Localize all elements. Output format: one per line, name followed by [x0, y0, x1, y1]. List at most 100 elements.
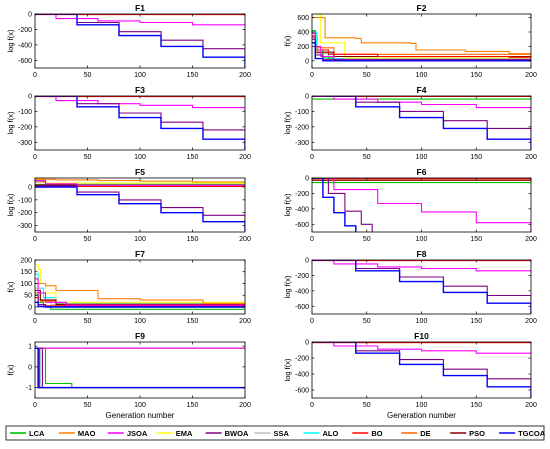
x-tick-label: 100 [416, 72, 428, 79]
x-tick-label: 100 [134, 402, 146, 409]
series-group [35, 178, 245, 231]
x-tick-label: 50 [84, 236, 92, 243]
y-tick-label: 50 [24, 293, 32, 300]
y-tick-label: 400 [297, 30, 309, 37]
x-tick-label: 200 [525, 236, 537, 243]
x-tick-label: 50 [363, 236, 371, 243]
y-tick-label: -600 [18, 58, 32, 65]
chart-panel-f3: 0 50 100 150 200 -300 -200 -100 0 F3 log f(x) [6, 85, 251, 161]
x-tick-label: 0 [310, 72, 314, 79]
series-line-jsoa [312, 342, 531, 355]
series-line-jsoa [35, 278, 245, 306]
y-tick-label: -300 [295, 140, 309, 147]
y-axis-label: log f(x) [6, 193, 15, 216]
plot-area [35, 342, 245, 398]
y-tick-label: 0 [305, 340, 309, 347]
series-line-tgcoa [35, 96, 245, 150]
y-tick-label: 1 [28, 344, 32, 351]
series-group [35, 264, 245, 310]
y-tick-label: 100 [20, 281, 32, 288]
chart-panel-f10: 0 50 100 150 200 -600 -400 -200 0 F10 log f(x) Gene… [283, 331, 537, 420]
chart-panel-f6: 0 50 100 150 200 -600 -400 -200 0 F6 log f(x) [283, 167, 537, 243]
legend-label-de: DE [420, 429, 430, 438]
x-tick-label: 150 [187, 236, 199, 243]
legend-label-pso: PSO [469, 429, 485, 438]
x-tick-label: 150 [187, 318, 199, 325]
series-line-tgcoa [312, 96, 531, 149]
x-tick-label: 0 [33, 402, 37, 409]
series-line-tgcoa [312, 178, 357, 232]
x-tick-label: 0 [33, 236, 37, 243]
x-tick-label: 150 [470, 154, 482, 161]
panel-title: F6 [417, 167, 427, 177]
series-line-jsoa [35, 96, 245, 111]
y-tick-label: -400 [295, 288, 309, 295]
panel-title: F4 [417, 85, 427, 95]
x-tick-label: 100 [416, 236, 428, 243]
y-tick-label: -200 [295, 124, 309, 131]
series-line-tgcoa [35, 186, 245, 231]
y-axis-label: f(x) [6, 281, 15, 292]
y-axis-label: f(x) [6, 364, 15, 375]
x-tick-label: 200 [239, 236, 251, 243]
series-line-jsoa [312, 260, 531, 273]
series-line-pso [35, 289, 245, 306]
y-tick-label: -200 [18, 27, 32, 34]
legend-label-ema: EMA [176, 429, 193, 438]
legend-label-tgcoa: TGCOA [518, 429, 546, 438]
y-axis-label: log f(x) [283, 111, 292, 134]
x-tick-label: 50 [363, 72, 371, 79]
x-tick-label: 100 [134, 154, 146, 161]
x-tick-label: 0 [33, 72, 37, 79]
x-tick-label: 150 [187, 402, 199, 409]
y-tick-label: -400 [18, 42, 32, 49]
legend-label-mao: MAO [78, 429, 96, 438]
x-tick-label: 200 [525, 154, 537, 161]
y-tick-label: -1 [26, 385, 32, 392]
legend-label-alo: ALO [322, 429, 338, 438]
panel-title: F1 [135, 3, 145, 13]
x-tick-label: 200 [239, 318, 251, 325]
x-tick-label: 50 [363, 154, 371, 161]
y-tick-label: -600 [295, 222, 309, 229]
series-line-jsoa [35, 180, 245, 186]
y-tick-label: -600 [295, 304, 309, 311]
y-tick-label: -100 [295, 109, 309, 116]
y-tick-label: 0 [305, 176, 309, 183]
x-tick-label: 200 [239, 402, 251, 409]
panel-title: F10 [414, 331, 429, 341]
x-tick-label: 150 [470, 236, 482, 243]
chart-panel-f8: 0 50 100 150 200 -600 -400 -200 0 F8 log f(x) [283, 249, 537, 325]
y-tick-label: 0 [28, 12, 32, 19]
y-tick-label: 0 [28, 304, 32, 311]
y-axis-label: log f(x) [283, 193, 292, 216]
y-axis-label: log f(x) [283, 358, 292, 381]
y-tick-label: 0 [28, 364, 32, 371]
y-axis-label: log f(x) [283, 275, 292, 298]
series-line-tgcoa [35, 301, 245, 308]
series-line-tgcoa [312, 260, 531, 314]
legend-label-lca: LCA [29, 429, 45, 438]
series-line-mao [312, 17, 531, 55]
series-line-jsoa [312, 96, 531, 111]
x-tick-label: 0 [310, 402, 314, 409]
legend-label-ssa: SSA [274, 429, 290, 438]
legend: LCA MAO JSOA EMA BWOA SSA ALO BO DE PSO TGCOA [5, 425, 546, 441]
y-axis-label: f(x) [283, 35, 292, 46]
x-tick-label: 50 [363, 402, 371, 409]
panel-title: F3 [135, 85, 145, 95]
y-tick-label: -100 [18, 109, 32, 116]
x-tick-label: 100 [416, 318, 428, 325]
x-tick-label: 100 [416, 402, 428, 409]
chart-panel-f7: 0 50 100 150 200 0 50 100 150 200 F7 f(x) [6, 249, 251, 325]
x-tick-label: 100 [134, 318, 146, 325]
y-tick-label: -300 [18, 223, 32, 230]
series-line-bwoa [312, 178, 373, 232]
y-tick-label: 0 [305, 258, 309, 265]
y-tick-label: 0 [28, 185, 32, 192]
x-tick-label: 150 [187, 154, 199, 161]
x-tick-label: 200 [525, 72, 537, 79]
y-tick-label: -200 [295, 273, 309, 280]
y-tick-label: -400 [295, 206, 309, 213]
x-tick-label: 100 [134, 236, 146, 243]
